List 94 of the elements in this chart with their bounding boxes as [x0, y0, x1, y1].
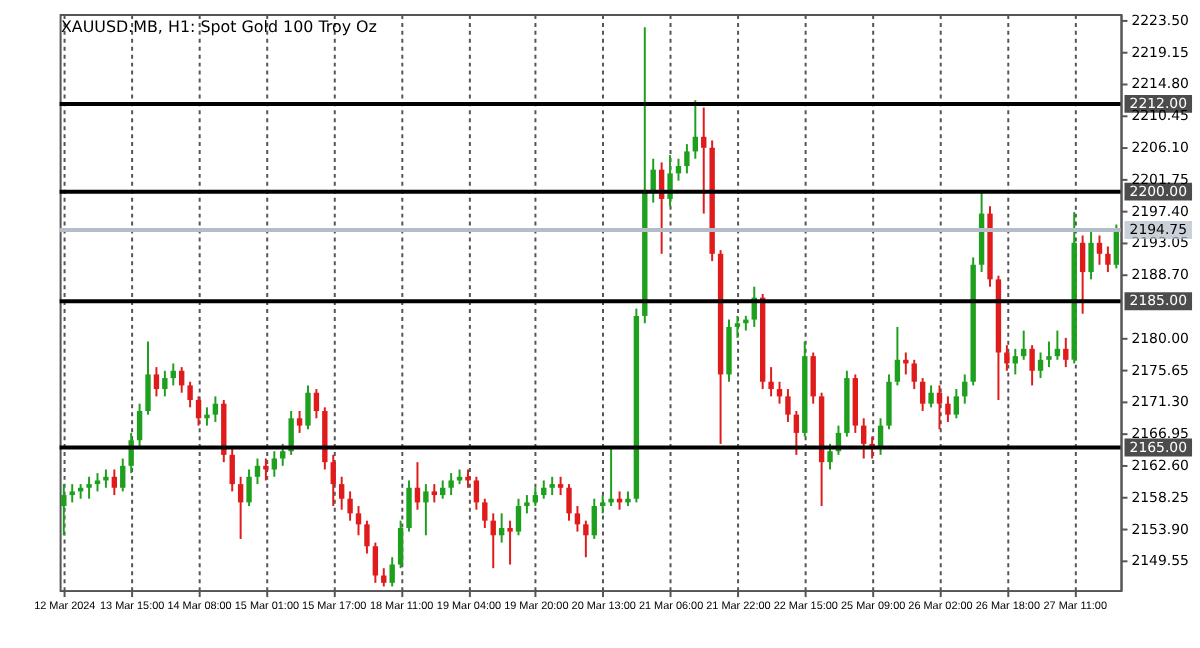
candlestick	[136, 402, 143, 449]
candlestick	[608, 446, 614, 508]
candlestick	[1021, 329, 1027, 361]
candlestick	[448, 472, 454, 497]
candlestick	[381, 567, 387, 588]
candlestick	[734, 314, 741, 339]
candlestick	[566, 483, 572, 522]
candlestick	[1037, 351, 1044, 380]
candlestick	[187, 380, 193, 409]
candlestick	[195, 395, 202, 427]
candlestick	[894, 325, 901, 387]
candlestick	[591, 497, 597, 540]
candlestick	[372, 541, 379, 584]
candlestick	[768, 366, 774, 398]
candlestick	[1088, 230, 1094, 281]
candlestick	[1063, 336, 1069, 369]
candlestick	[61, 483, 67, 537]
candlestick	[507, 519, 513, 566]
candlestick	[153, 366, 160, 398]
candlestick	[515, 497, 522, 537]
candlestick	[263, 457, 269, 482]
candlestick	[145, 340, 151, 416]
candlestick	[338, 475, 345, 511]
candlestick	[128, 431, 134, 475]
candlestick	[296, 409, 303, 434]
candlestick	[861, 417, 867, 460]
candlestick	[364, 519, 370, 555]
candlestick	[212, 395, 219, 423]
candlestick	[288, 409, 294, 456]
candlestick	[162, 369, 168, 398]
candlestick	[1012, 347, 1018, 376]
candlestick	[810, 351, 816, 405]
candlestick	[431, 483, 437, 504]
candlestick	[389, 556, 395, 588]
candlestick	[120, 457, 126, 493]
candlestick	[600, 494, 606, 515]
candlestick	[524, 494, 530, 515]
candlestick	[406, 479, 412, 533]
candlestick	[574, 505, 581, 533]
candlestick	[1096, 234, 1103, 266]
candlestick	[330, 453, 336, 508]
candlestick	[903, 351, 909, 376]
candlestick	[945, 395, 951, 423]
candlestick	[928, 384, 934, 409]
candlestick	[667, 154, 673, 208]
candlestick	[473, 475, 480, 511]
candlestick	[355, 505, 362, 537]
candlestick	[482, 497, 488, 529]
candlestick	[229, 446, 235, 493]
candlestick	[204, 406, 210, 427]
candlestick	[1029, 344, 1035, 387]
candlestick	[111, 468, 118, 497]
candlestick	[498, 512, 505, 544]
candlestick	[280, 442, 286, 467]
candlestick	[347, 490, 353, 522]
candlestick	[1054, 329, 1061, 361]
candlestick	[1105, 245, 1111, 274]
candlestick	[532, 486, 539, 508]
candlestick	[953, 388, 960, 420]
candlestick	[305, 384, 311, 431]
candlestick	[886, 373, 892, 431]
candlestick	[397, 519, 404, 570]
candlestick	[541, 479, 547, 500]
candlestick	[852, 373, 858, 434]
chart-title: XAUUSD.MB, H1: Spot Gold 100 Troy Oz	[60, 17, 377, 36]
candlestick	[465, 468, 471, 489]
candlestick	[684, 143, 690, 175]
candlestick	[776, 380, 783, 405]
candlestick	[254, 457, 261, 486]
candlestick	[701, 106, 707, 215]
candlestick	[69, 483, 75, 504]
candlestick	[557, 475, 564, 497]
candlestick	[583, 519, 589, 559]
candlestick	[726, 318, 732, 383]
candlestick	[936, 384, 943, 431]
candlestick	[440, 479, 446, 500]
candlestick	[1079, 234, 1086, 315]
candlestick	[827, 442, 833, 471]
candlestick	[785, 388, 791, 423]
candlestick	[423, 483, 429, 537]
candlestick	[86, 475, 92, 500]
candlestick	[793, 409, 800, 456]
candlestick	[313, 388, 320, 420]
candlestick	[1004, 344, 1010, 372]
candlestick	[911, 358, 917, 391]
candlestick	[675, 157, 682, 182]
candlestick	[237, 475, 244, 540]
candlestick	[1046, 340, 1052, 369]
candlestick	[170, 362, 176, 387]
candlestick	[94, 472, 101, 493]
candlestick	[246, 468, 252, 508]
candlestick	[549, 475, 555, 497]
candlestick	[919, 377, 926, 412]
candlestick	[103, 468, 109, 489]
